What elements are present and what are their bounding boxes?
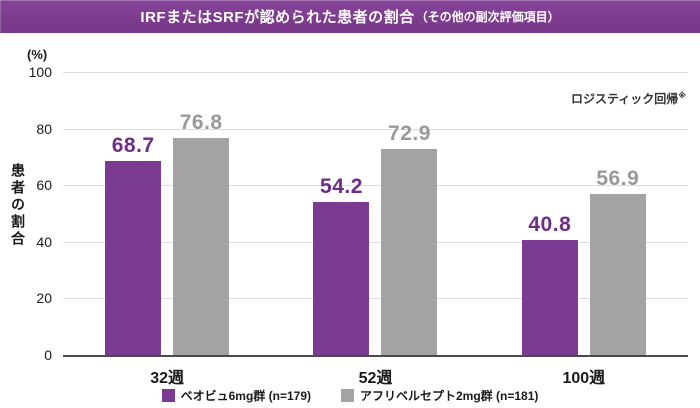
y-tick-40: 40 xyxy=(36,233,52,250)
bar-value-label: 76.8 xyxy=(179,110,223,134)
bar-pair: 68.7 76.8 xyxy=(105,72,230,355)
legend: ベオビュ6mg群 (n=179) アフリベルセプト2mg群 (n=181) xyxy=(0,387,700,404)
x-label-100週: 100週 xyxy=(562,370,606,387)
bar-group-52週: 54.2 72.9 xyxy=(271,72,479,355)
legend-label: アフリベルセプト2mg群 (n=181) xyxy=(360,389,539,403)
gridline-0 xyxy=(63,355,688,356)
gridline-60 xyxy=(63,185,688,187)
bar-wrap: 56.9 xyxy=(589,72,646,355)
bar-value-label: 72.9 xyxy=(388,121,431,145)
y-tick-20: 20 xyxy=(36,290,52,307)
bar-group-32週: 68.7 76.8 xyxy=(63,72,271,355)
bar-wrap: 72.9 xyxy=(381,72,438,355)
bar-value-label: 68.7 xyxy=(111,133,155,157)
y-axis-unit: (%) xyxy=(27,47,48,62)
x-axis-labels: 32週 52週 100週 xyxy=(63,364,688,388)
legend-item: ベオビュ6mg群 (n=179) xyxy=(161,387,311,404)
gridline-100 xyxy=(63,72,688,73)
bar-wrap: 54.2 xyxy=(313,72,370,355)
x-label-32週: 32週 xyxy=(150,370,185,387)
gridline-20 xyxy=(63,298,688,300)
chart-title-bar: IRFまたはSRFが認められた患者の割合 （その他の副次評価項目） xyxy=(0,0,700,33)
plot-area: 100 80 60 40 20 0 68.7 76.8 54.2 72.9 40.8 56.9 32… xyxy=(29,64,688,387)
chart-title: IRFまたはSRFが認められた患者の割合 xyxy=(140,9,415,26)
y-tick-80: 80 xyxy=(36,120,52,137)
legend-label: ベオビュ6mg群 (n=179) xyxy=(180,389,311,403)
bar-group-100週: 40.8 56.9 xyxy=(480,72,688,355)
bar-groups: 68.7 76.8 54.2 72.9 40.8 56.9 xyxy=(63,72,688,355)
bar xyxy=(521,239,578,355)
chart-subtitle: （その他の副次評価項目） xyxy=(415,10,560,24)
bar-pair: 40.8 56.9 xyxy=(521,72,646,355)
bar-wrap: 40.8 xyxy=(521,72,578,355)
bar-wrap: 68.7 xyxy=(105,72,162,355)
y-tick-60: 60 xyxy=(36,177,52,194)
note-superscript: ※ xyxy=(678,91,686,100)
bar-value-label: 56.9 xyxy=(596,166,640,190)
bar xyxy=(173,137,230,355)
legend-swatch-icon xyxy=(341,389,354,402)
x-label-52週: 52週 xyxy=(358,370,393,387)
analysis-method-note: ロジスティック回帰※ xyxy=(570,91,686,106)
bar-value-label: 54.2 xyxy=(320,174,363,198)
y-tick-100: 100 xyxy=(28,64,52,80)
legend-item: アフリベルセプト2mg群 (n=181) xyxy=(341,387,538,404)
bar-value-label: 40.8 xyxy=(528,212,572,236)
gridline-40 xyxy=(63,241,688,243)
legend-swatch-icon xyxy=(161,389,175,402)
bar xyxy=(381,148,438,355)
gridline-80 xyxy=(63,128,688,130)
y-tick-0: 0 xyxy=(44,347,52,363)
bar-wrap: 76.8 xyxy=(173,72,230,355)
bar xyxy=(589,193,646,355)
bar-pair: 54.2 72.9 xyxy=(313,72,438,355)
y-axis-title: 患者の割合 xyxy=(10,163,26,248)
bar xyxy=(105,160,162,355)
bar xyxy=(313,201,370,355)
